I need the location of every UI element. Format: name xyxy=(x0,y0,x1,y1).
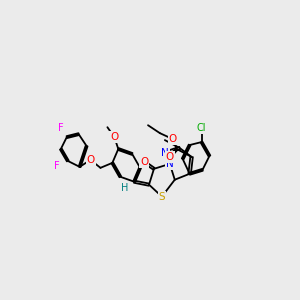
Text: N: N xyxy=(166,159,174,169)
Text: O: O xyxy=(110,132,118,142)
Text: O: O xyxy=(140,157,148,167)
Text: O: O xyxy=(86,155,95,165)
Text: H: H xyxy=(121,183,128,193)
Text: O: O xyxy=(169,134,177,144)
Text: Cl: Cl xyxy=(197,123,206,133)
Text: F: F xyxy=(54,161,60,171)
Text: O: O xyxy=(166,152,174,162)
Text: F: F xyxy=(58,123,64,133)
Text: S: S xyxy=(159,192,165,202)
Text: N: N xyxy=(161,148,169,158)
